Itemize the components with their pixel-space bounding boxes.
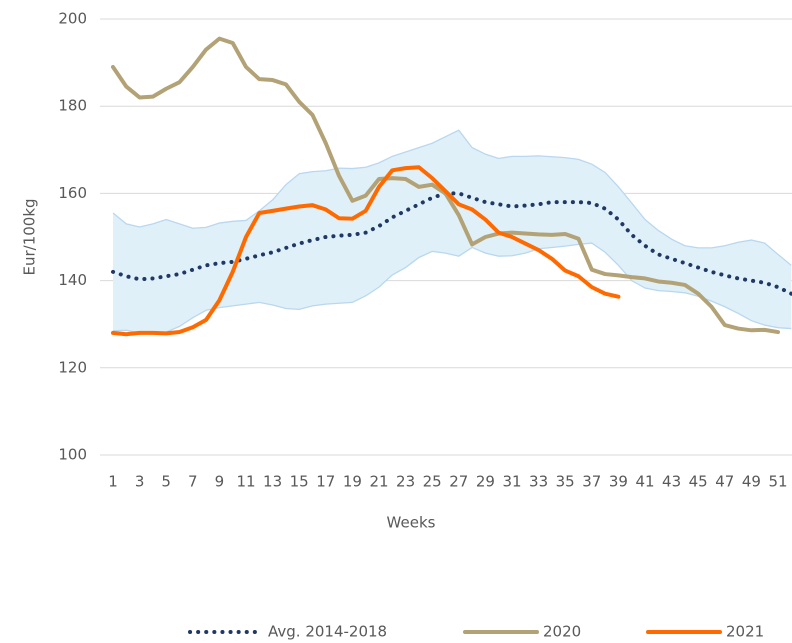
x-tick-label: 15 <box>290 473 309 491</box>
x-tick-label: 49 <box>742 473 761 491</box>
band-edge <box>112 242 792 334</box>
y-tick-label: 140 <box>58 271 87 289</box>
x-tick-label: 33 <box>529 473 548 491</box>
x-tick-label: 13 <box>263 473 282 491</box>
series-line <box>111 191 792 296</box>
x-tick-label: 5 <box>161 473 171 491</box>
y-tick-label: 120 <box>58 358 87 376</box>
x-axis-title: Weeks <box>387 514 436 532</box>
x-tick-label: 17 <box>316 473 335 491</box>
band-edge <box>112 129 792 266</box>
x-tick-label: 23 <box>396 473 415 491</box>
y-axis-title: Eur/100kg <box>21 198 39 275</box>
x-tick-label: 3 <box>135 473 145 491</box>
x-tick-label: 7 <box>188 473 198 491</box>
x-tick-label: 9 <box>215 473 225 491</box>
x-tick-label: 31 <box>502 473 521 491</box>
x-tick-label: 43 <box>662 473 681 491</box>
x-tick-label: 45 <box>689 473 708 491</box>
y-tick-label: 200 <box>58 10 87 28</box>
legend-label: Avg. 2014-2018 <box>268 623 387 641</box>
y-tick-label: 180 <box>58 97 87 115</box>
x-tick-label: 35 <box>556 473 575 491</box>
legend-label: 2021 <box>726 623 764 641</box>
series-line <box>111 165 621 337</box>
x-tick-label: 51 <box>768 473 787 491</box>
x-tick-label: 11 <box>236 473 255 491</box>
x-tick-label: 25 <box>423 473 442 491</box>
x-tick-label: 1 <box>108 473 118 491</box>
x-tick-label: 29 <box>476 473 495 491</box>
x-tick-label: 21 <box>369 473 388 491</box>
range-band <box>113 130 792 333</box>
x-tick-label: 37 <box>582 473 601 491</box>
legend-label: 2020 <box>543 623 581 641</box>
x-tick-label: 41 <box>635 473 654 491</box>
x-tick-label: 47 <box>715 473 734 491</box>
x-tick-label: 19 <box>343 473 362 491</box>
y-tick-label: 100 <box>58 446 87 464</box>
y-tick-label: 160 <box>58 184 87 202</box>
x-tick-label: 39 <box>609 473 628 491</box>
x-tick-label: 27 <box>449 473 468 491</box>
